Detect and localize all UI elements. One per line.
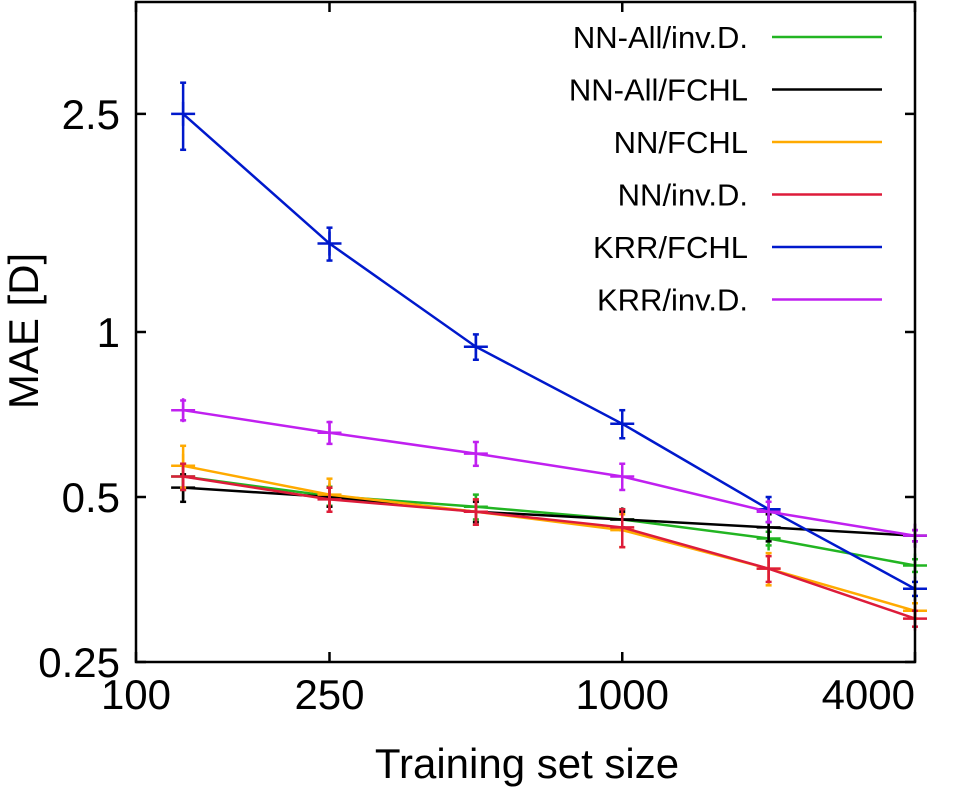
data-point-5-4: [756, 499, 781, 524]
ticks-layer: 100 250 1000 4000 0.25 0.5 1 2.5: [38, 2, 917, 718]
data-point-3-1: [317, 486, 342, 513]
series-line-2: [182, 464, 916, 612]
data-point-5-2: [463, 440, 488, 468]
x-tick-label-0: 100: [101, 671, 171, 718]
series-line-0: [182, 475, 916, 567]
y-tick-label-3: 2.5: [62, 91, 120, 138]
series-4: [171, 81, 927, 601]
x-tick-label-3: 4000: [822, 671, 915, 718]
series-5: [171, 398, 927, 548]
series-line-5: [182, 408, 916, 537]
data-point-3-0: [171, 462, 196, 492]
data-point-5-1: [317, 420, 342, 446]
legend-label-5: KRR/inv.D.: [597, 283, 748, 318]
y-tick-label-1: 0.5: [62, 474, 120, 521]
legend-label-0: NN-All/inv.D.: [573, 20, 748, 55]
series-line-3: [182, 475, 916, 620]
data-point-5-3: [610, 462, 635, 492]
y-tick-label-0: 0.25: [38, 639, 120, 686]
legend-label-1: NN-All/FCHL: [569, 73, 748, 108]
y-axis-label: MAE [D]: [0, 253, 47, 409]
series-line-4: [182, 112, 916, 590]
y-tick-label-2: 1: [97, 309, 120, 356]
plot-frame: [134, 0, 917, 664]
x-tick-label-1: 250: [294, 671, 364, 718]
legend-label-2: NN/FCHL: [614, 125, 748, 160]
data-point-3-4: [756, 554, 781, 584]
data-point-4-3: [610, 408, 635, 440]
series-3: [171, 462, 927, 631]
x-axis-label: Training set size: [375, 740, 679, 787]
x-tick-label-2: 1000: [576, 671, 669, 718]
data-point-3-2: [463, 498, 488, 526]
data-point-4-2: [463, 333, 488, 361]
series-layer: [171, 81, 927, 631]
data-point-3-3: [610, 507, 635, 549]
data-point-4-0: [171, 81, 196, 152]
data-point-5-0: [171, 398, 196, 423]
legend: NN-All/inv.D. NN-All/FCHL NN/FCHL NN/inv.D.…: [569, 20, 882, 318]
legend-label-3: NN/inv.D.: [618, 178, 748, 213]
legend-label-4: KRR/FCHL: [593, 230, 748, 265]
data-point-4-1: [317, 226, 342, 262]
